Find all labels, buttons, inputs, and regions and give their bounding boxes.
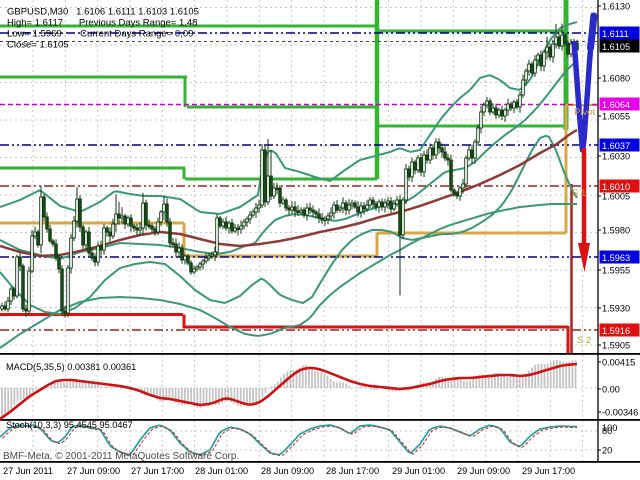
- svg-text:28 Jun 09:00: 28 Jun 09:00: [261, 466, 314, 476]
- svg-text:27 Jun 2011: 27 Jun 2011: [3, 466, 53, 476]
- svg-text:Close= 1.6105: Close= 1.6105: [7, 40, 69, 51]
- svg-text:BMF-Meta, © 2001-2011 MetaQuot: BMF-Meta, © 2001-2011 MetaQuotes Softwar…: [3, 451, 239, 462]
- svg-text:1.6037: 1.6037: [602, 141, 630, 151]
- svg-text:1.5916: 1.5916: [602, 326, 630, 336]
- svg-text:1.6080: 1.6080: [602, 74, 630, 84]
- svg-text:1.5955: 1.5955: [602, 266, 630, 276]
- svg-text:29 Jun 09:00: 29 Jun 09:00: [457, 466, 510, 476]
- svg-text:1.6105: 1.6105: [602, 42, 630, 52]
- svg-text:80: 80: [602, 426, 612, 436]
- svg-text:1.5930: 1.5930: [602, 304, 630, 314]
- svg-text:S 1: S 1: [572, 188, 586, 199]
- svg-text:1.6010: 1.6010: [602, 182, 630, 192]
- svg-text:Stoch(10,3,3) 95.4545 95.0467: Stoch(10,3,3) 95.4545 95.0467: [6, 420, 133, 430]
- svg-text:1.6130: 1.6130: [602, 2, 630, 12]
- svg-text:1.6005: 1.6005: [602, 192, 630, 202]
- svg-text:S 2: S 2: [577, 335, 591, 346]
- svg-text:Pivot: Pivot: [574, 107, 595, 118]
- svg-text:100: 100: [602, 423, 617, 433]
- svg-text:1.5963: 1.5963: [602, 253, 630, 263]
- svg-text:27 Jun 09:00: 27 Jun 09:00: [67, 466, 120, 476]
- svg-text:1.5905: 1.5905: [602, 341, 630, 351]
- svg-text:1.6111: 1.6111: [602, 29, 629, 39]
- svg-text:GBPUSD,M30 1.6106 1.6111 1.6: GBPUSD,M30 1.6106 1.6111 1.6103 1.6105: [7, 7, 199, 18]
- svg-text:0.00415: 0.00415: [602, 358, 635, 368]
- svg-text:27 Jun 17:00: 27 Jun 17:00: [131, 466, 184, 476]
- svg-text:1.6055: 1.6055: [602, 112, 630, 122]
- svg-text:28 Jun 17:00: 28 Jun 17:00: [326, 466, 379, 476]
- svg-text:28 Jun 01:00: 28 Jun 01:00: [195, 466, 248, 476]
- svg-text:1.6030: 1.6030: [602, 152, 630, 162]
- svg-text:29 Jun 17:00: 29 Jun 17:00: [522, 466, 575, 476]
- svg-text:High= 1.6117 Previous Day: High= 1.6117 Previous Days Range= 1,48: [7, 18, 197, 29]
- svg-text:0.00: 0.00: [602, 385, 620, 395]
- svg-text:Low= 1.5969 Current Days: Low= 1.5969 Current Days Range= 0,09: [7, 29, 193, 40]
- svg-text:1.6064: 1.6064: [602, 100, 630, 110]
- svg-text:29 Jun 01:00: 29 Jun 01:00: [392, 466, 445, 476]
- svg-text:20: 20: [602, 446, 612, 456]
- svg-text:MACD(5,35,5) 0.00381 0.00361: MACD(5,35,5) 0.00381 0.00361: [6, 362, 136, 372]
- svg-text:-0.00346: -0.00346: [602, 408, 638, 418]
- svg-text:1.5980: 1.5980: [602, 226, 630, 236]
